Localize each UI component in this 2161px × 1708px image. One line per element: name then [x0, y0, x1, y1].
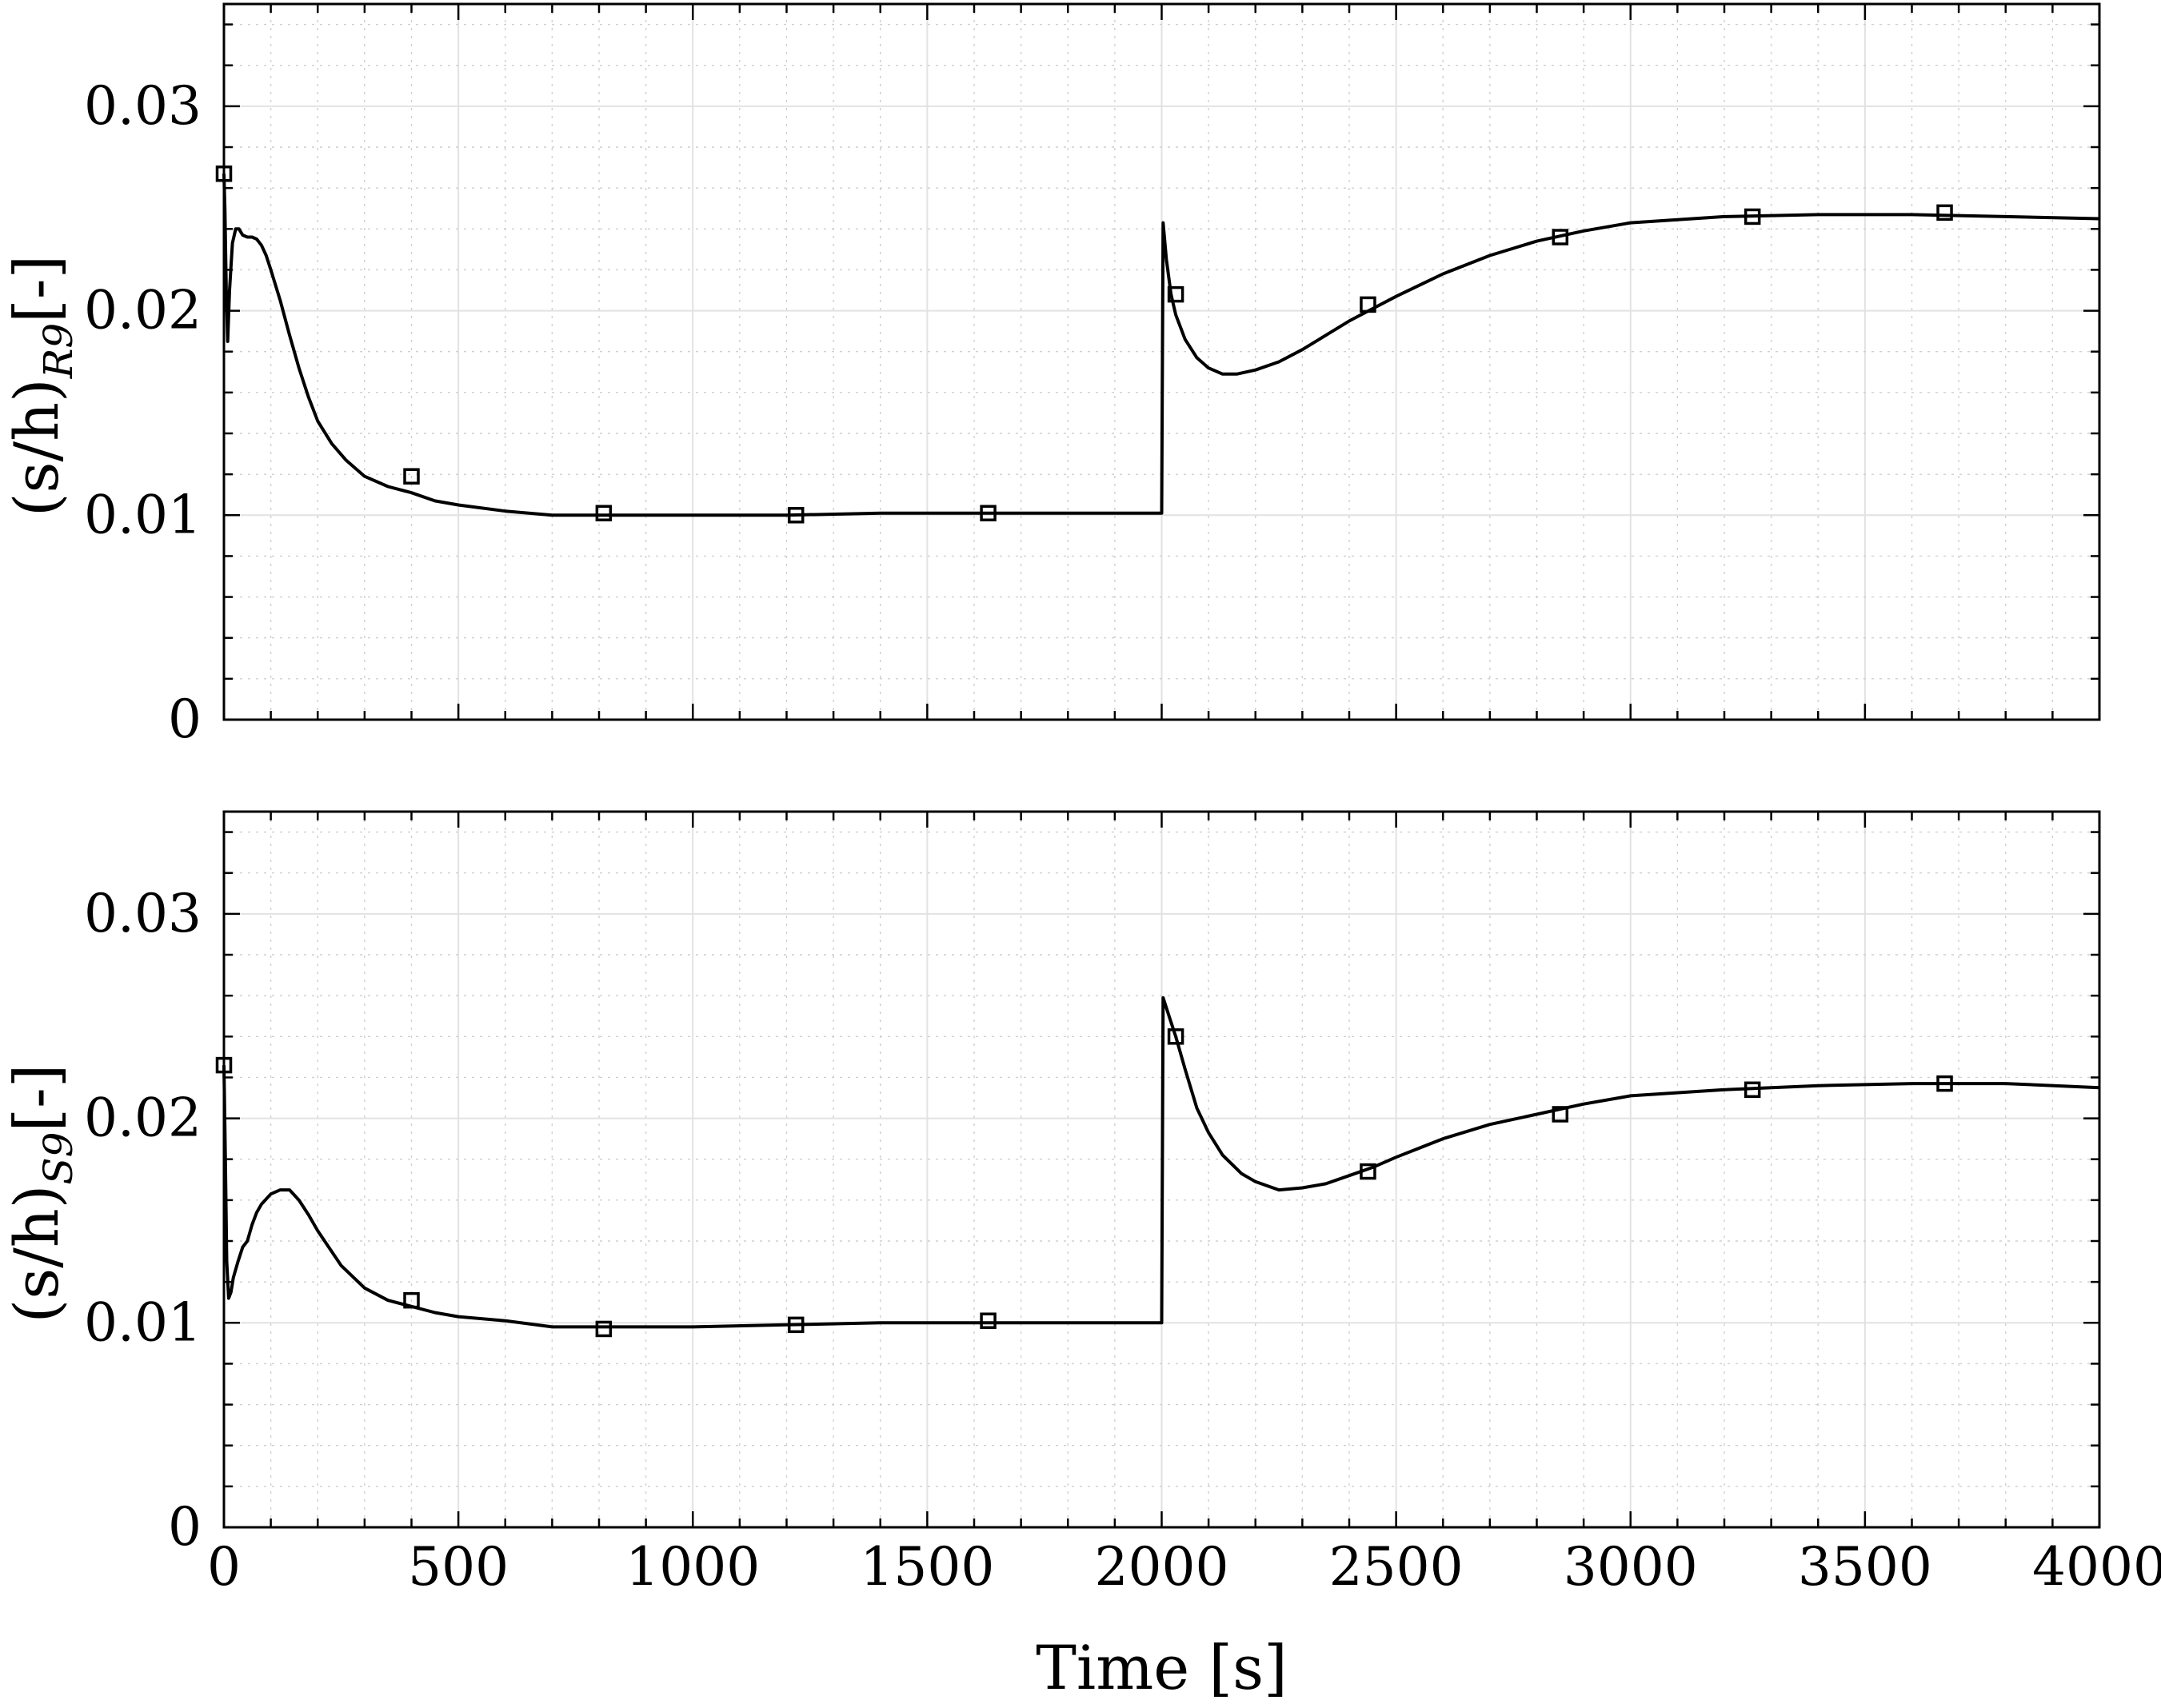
top-y-tick-label: 0: [168, 688, 202, 750]
bottom-x-tick-label: 4000: [2032, 1536, 2161, 1598]
bottom-square-marker: [403, 1291, 420, 1309]
bottom-y-label-unit: [-]: [1, 1064, 72, 1132]
bottom-y-tick-labels: 0 0.01 0.02 0.03: [84, 883, 202, 1558]
top-square-marker: [1552, 229, 1569, 245]
top-series-line: [222, 174, 2100, 517]
top-square-marker: [1744, 208, 1761, 225]
bottom-square-marker: [1360, 1163, 1376, 1180]
top-square-marker: [1936, 204, 1953, 221]
bottom-square-marker: [595, 1320, 613, 1338]
top-y-label-main: (s/h): [1, 378, 72, 517]
top-plot-frame: [222, 2, 2101, 721]
top-square-marker: [403, 468, 420, 485]
bottom-y-tick-label: 0.02: [84, 1087, 202, 1149]
top-y-tick-labels: 0 0.01 0.02 0.03: [84, 75, 202, 750]
bottom-series-curve: [222, 996, 2100, 1329]
bottom-square-marker: [787, 1316, 805, 1334]
top-y-tick-label: 0.01: [84, 484, 202, 545]
bottom-square-marker: [1936, 1075, 1953, 1092]
top-square-marker: [1360, 296, 1376, 313]
bottom-chart-panel: 0 500 1000 1500 2000 2500 3000 3500 4000 0 0.01 0.…: [1, 810, 2161, 1703]
bottom-x-tick-label: 3500: [1798, 1536, 1932, 1598]
top-series-curve: [222, 174, 2100, 517]
top-square-marker: [787, 507, 805, 524]
bottom-square-marker: [1167, 1028, 1184, 1045]
bottom-y-tick-label: 0: [168, 1496, 202, 1558]
bottom-x-tick-label: 500: [408, 1536, 509, 1598]
bottom-plot-frame: [222, 810, 2101, 1529]
bottom-x-tick-label: 1000: [625, 1536, 760, 1598]
top-square-marker: [1167, 285, 1184, 303]
bottom-x-tick-label: 3000: [1564, 1536, 1698, 1598]
bottom-x-tick-label: 2000: [1095, 1536, 1229, 1598]
bottom-x-tick-label: 1500: [860, 1536, 994, 1598]
bottom-x-tick-labels: 0 500 1000 1500 2000 2500 3000 3500 4000: [207, 1536, 2161, 1598]
top-y-axis-label: (s/h)R9[-]: [1, 255, 82, 517]
top-y-label-unit: [-]: [1, 255, 72, 323]
bottom-y-label-main: (s/h): [1, 1185, 72, 1323]
bottom-square-marker: [1744, 1081, 1761, 1099]
x-axis-label: Time [s]: [1036, 1632, 1288, 1703]
bottom-series-line: [222, 996, 2100, 1329]
bottom-y-tick-label: 0.01: [84, 1291, 202, 1353]
bottom-y-tick-label: 0.03: [84, 883, 202, 944]
top-square-marker: [595, 505, 613, 521]
bottom-x-tick-label: 0: [207, 1536, 241, 1598]
top-y-tick-label: 0.02: [84, 280, 202, 341]
bottom-y-axis-label: (s/h)S9[-]: [1, 1064, 82, 1323]
top-y-tick-label: 0.03: [84, 75, 202, 137]
bottom-square-marker: [1552, 1106, 1569, 1123]
top-series-markers: [215, 165, 1953, 524]
bottom-y-label-subscript: S9: [35, 1132, 82, 1185]
top-chart-panel: 0 0.01 0.02 0.03 (s/h)R9[-]: [1, 2, 2101, 750]
top-square-marker: [980, 505, 997, 521]
bottom-square-marker: [980, 1312, 997, 1329]
top-y-label-subscript: R9: [35, 323, 82, 379]
bottom-series-markers: [215, 1028, 1953, 1338]
bottom-x-tick-label: 2500: [1329, 1536, 1464, 1598]
